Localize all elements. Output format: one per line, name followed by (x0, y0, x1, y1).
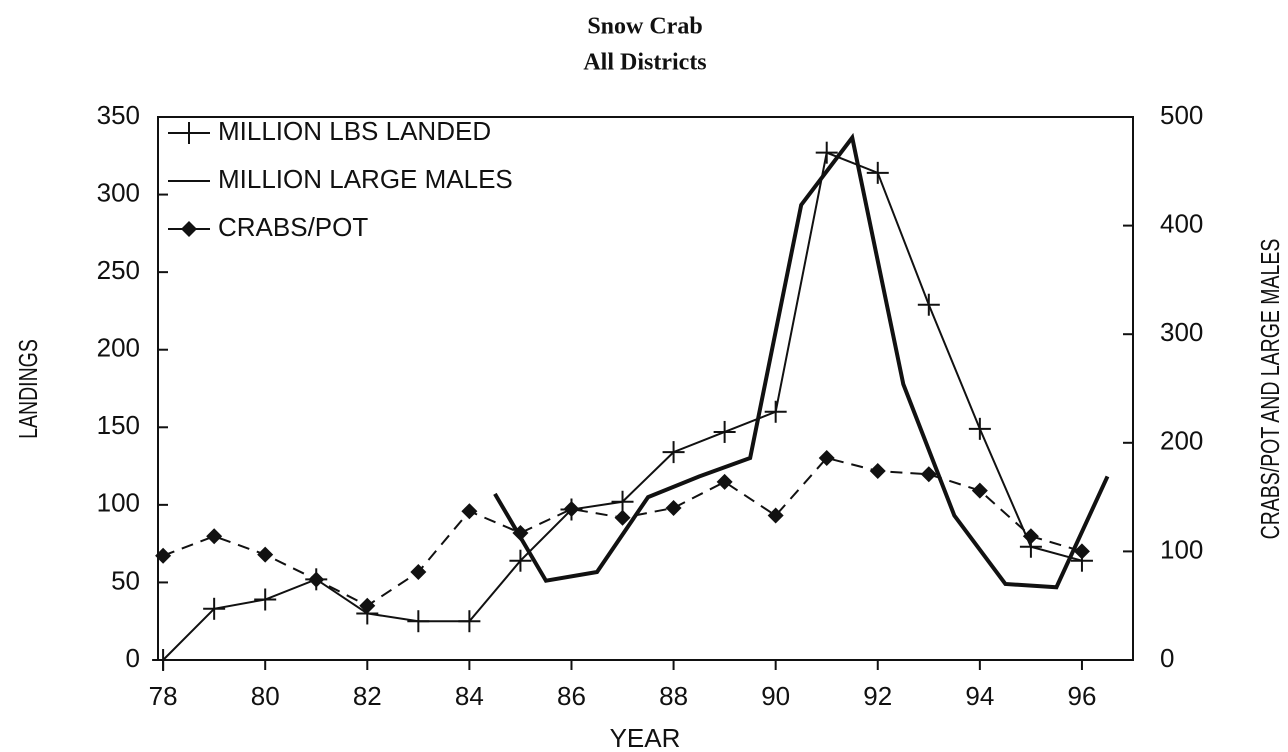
point (713, 420, 736, 443)
point (308, 571, 325, 588)
y-tick-label: 350 (97, 100, 140, 130)
point (407, 610, 430, 633)
legend-label: CRABS/POT (218, 212, 368, 242)
point (815, 141, 838, 164)
point (359, 597, 376, 614)
y2-tick-label: 300 (1160, 317, 1203, 347)
point (764, 400, 787, 423)
point (509, 549, 532, 572)
point (1022, 528, 1039, 545)
point (203, 597, 226, 620)
point (818, 450, 835, 467)
point (257, 546, 274, 563)
x-tick-label: 94 (965, 681, 994, 711)
point (152, 649, 175, 671)
point (869, 463, 886, 480)
x-tick-label: 96 (1067, 681, 1096, 711)
y-tick-label: 200 (97, 333, 140, 363)
point (767, 507, 784, 524)
point (971, 482, 988, 499)
y-tick-label: 100 (97, 488, 140, 518)
point (611, 490, 634, 513)
point (178, 122, 200, 144)
point (512, 524, 529, 541)
point (614, 509, 631, 526)
point (181, 221, 197, 237)
chart-title: Snow Crab (587, 14, 702, 40)
y-tick-label: 300 (97, 177, 140, 207)
x-tick-label: 88 (659, 681, 688, 711)
point (410, 564, 427, 581)
point (563, 501, 580, 518)
y2-tick-label: 0 (1160, 643, 1174, 673)
y2-tick-label: 100 (1160, 534, 1203, 564)
point (665, 499, 682, 516)
y-tick-label: 150 (97, 410, 140, 440)
y2-tick-label: 500 (1160, 100, 1203, 130)
point (662, 441, 685, 464)
point (155, 547, 172, 564)
y2-tick-label: 400 (1160, 208, 1203, 238)
point (461, 503, 478, 520)
point (968, 417, 991, 440)
point (917, 293, 940, 316)
point (458, 610, 481, 633)
legend-label: MILLION LBS LANDED (218, 116, 491, 146)
y2-tick-label: 200 (1160, 426, 1203, 456)
y-axis-label: LANDINGS (13, 339, 42, 439)
x-tick-label: 82 (353, 681, 382, 711)
x-tick-label: 92 (863, 681, 892, 711)
series-line (493, 132, 1110, 590)
point (206, 528, 223, 545)
x-tick-label: 86 (557, 681, 586, 711)
x-tick-label: 84 (455, 681, 484, 711)
point (920, 466, 937, 483)
y-tick-label: 50 (111, 565, 140, 595)
plot-frame (157, 116, 1134, 661)
y2-axis-label: CRABS/POT AND LARGE MALES (1255, 239, 1284, 540)
x-tick-label: 78 (149, 681, 178, 711)
point (866, 161, 889, 184)
chart-subtitle: All Districts (583, 50, 706, 76)
point (716, 473, 733, 490)
x-tick-label: 80 (251, 681, 280, 711)
legend-label: MILLION LARGE MALES (218, 164, 513, 194)
x-tick-label: 90 (761, 681, 790, 711)
y-tick-label: 0 (126, 643, 140, 673)
point (1073, 543, 1090, 560)
point (254, 588, 277, 611)
y-tick-label: 250 (97, 255, 140, 285)
x-axis-label: YEAR (610, 723, 681, 752)
